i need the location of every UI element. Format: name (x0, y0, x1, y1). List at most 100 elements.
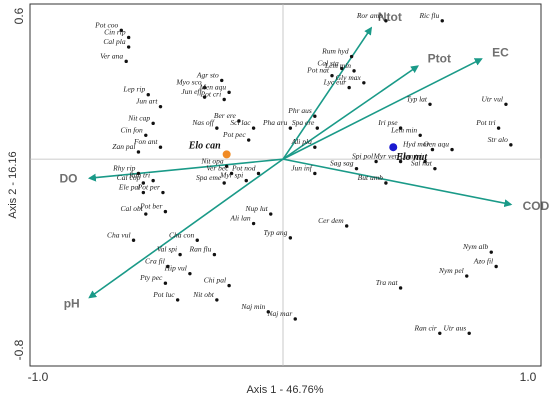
species-label-cha-con: Cha con (169, 230, 194, 239)
species-label-cal-cop: Cal cop (117, 173, 141, 182)
species-label-zan-pal: Zan pal (112, 142, 135, 151)
species-label-typ-ang: Typ ang (264, 228, 288, 237)
species-point-typ-ang (288, 236, 293, 240)
species-label-myr-ver: Myr ver (373, 152, 398, 161)
species-label-myr-spi: Myr spi (219, 171, 243, 180)
species-label-pty-pec: Pty pec (139, 273, 163, 282)
species-label-rum-hyd: Rum hyd (321, 47, 349, 56)
species-label-str-alo: Str alo (488, 135, 508, 144)
species-point-cin-fon (144, 133, 148, 137)
species-point-nas-off (215, 126, 219, 130)
species-point-nit-obt (215, 298, 219, 302)
species-point-myo-sco (202, 85, 207, 90)
species-point-ran-cir (438, 331, 442, 335)
species-label-pot-nat: Pot nat (306, 66, 330, 75)
species-label-typ-lat: Typ lat (407, 94, 428, 103)
species-point-azo-fil (494, 264, 498, 269)
vector-ptot-label: Ptot (428, 51, 451, 65)
species-point-lep-rip (146, 93, 150, 97)
vector-do-arrow (87, 158, 284, 182)
y-tick-label: -0.8 (12, 339, 26, 360)
vector-ptot-arrow (282, 65, 419, 160)
x-tick-label: -1.0 (28, 370, 49, 384)
species-point-lem-min (418, 133, 422, 137)
species-point-pot-pec (247, 138, 251, 142)
species-point-tra-nat (398, 286, 403, 290)
species-point-nup-lut (269, 212, 273, 216)
species-label-ror-amp: Ror amp (356, 11, 383, 20)
species-point-str-alo (509, 143, 513, 147)
species-label-naj-min: Naj min (240, 302, 265, 311)
species-label-cha-vul: Cha vul (107, 230, 131, 239)
species-label-pot-nod: Pot nod (231, 163, 256, 172)
species-point-nym-pel (465, 274, 469, 278)
species-label-ali-pla: Ali pla (291, 137, 312, 146)
species-point-myr-spi (244, 178, 248, 183)
species-label-ver-bec: Ver bec (206, 163, 229, 172)
species-label-jun-inf: Jun inf (291, 163, 313, 172)
species-point-ran-flu (212, 252, 217, 257)
species-point-sal-nat (433, 166, 437, 171)
axis-ticks: -1.0 1.0 0.6 -0.8 (12, 7, 536, 384)
species-label-sal-nat: Sal nat (411, 159, 433, 168)
species-point-nit-opa (224, 164, 229, 168)
species-label-val-spi: Val spi (157, 245, 177, 254)
species-point-ele-pal (141, 190, 146, 195)
species-point-pty-pec (163, 281, 168, 285)
species-label-cal-sta: Cal sta (317, 58, 339, 67)
species-label-pha-aru: Pha aru (262, 118, 288, 127)
species-point-typ-lat (428, 102, 432, 106)
species-point-cra-fil (166, 264, 170, 269)
species-point-naj-mar (293, 317, 297, 321)
species-label-lep-rip: Lep rip (122, 85, 145, 94)
species-label-sci-lac: Sci lac (230, 118, 251, 127)
species-label-gly-max: Gly max (336, 73, 362, 82)
species-point-men-aqu (227, 90, 231, 95)
species-point-pot-ber (163, 209, 168, 214)
species-point-pot-nod (256, 171, 261, 176)
species-label-agr-sto: Agr sto (196, 70, 219, 79)
species-point-pot-per (161, 190, 165, 195)
species-point-ver-ana (124, 59, 128, 64)
species-point-spi-pol (374, 159, 378, 164)
x-tick-label: 1.0 (520, 370, 537, 384)
species-point-sci-lac (251, 126, 256, 130)
species-point-ver-bec (229, 171, 234, 176)
species-point-cal-cop (141, 181, 146, 185)
site-label-elo-can: Elo can (188, 140, 221, 151)
species-point-jun-eff (202, 95, 207, 99)
species-point-lyc-eur (347, 85, 351, 90)
species-point-cha-con (195, 238, 199, 242)
species-label-cin-fon: Cin fon (121, 125, 144, 134)
species-point-cin-rip (126, 35, 131, 40)
species-label-men-aqu: Men aqu (199, 82, 227, 91)
species-point-cal-sta (340, 66, 344, 71)
species-point-pha-aru (288, 126, 293, 130)
species-point-oen-aqu (450, 147, 454, 152)
species-label-azo-fil: Azo fil (473, 257, 493, 266)
plot-area (29, 3, 542, 367)
vector-ph-arrow (88, 158, 284, 299)
species-point-spa-ere (315, 126, 319, 130)
species-label-ber-ere: Ber ere (214, 111, 237, 120)
species-point-rhy-rip (136, 171, 141, 176)
species-point-ric-flu (440, 19, 444, 23)
species-point-cal-obt (144, 212, 148, 216)
site-point-elo-nut (389, 143, 398, 152)
vector-ec-label: EC (492, 46, 509, 60)
species-point-ali-pla (313, 145, 317, 149)
species-label-ele-pal: Ele pal (118, 183, 140, 192)
species-label-naj-mar: Naj mar (266, 309, 292, 318)
species-point-but-umb (384, 181, 388, 185)
species-label-ali-lan: Ali lan (229, 214, 250, 223)
species-label-lyc-eur: Lyc eur (323, 78, 347, 87)
vector-ph-label: pH (64, 297, 80, 311)
species-label-pot-luc: Pot luc (152, 290, 175, 299)
species-label-cra-fil: Cra fil (145, 257, 165, 266)
species-label-myo-sco: Myo sco (175, 78, 201, 87)
species-point-pot-luc (175, 298, 180, 302)
species-point-utr-aus (467, 331, 471, 335)
vector-ec-arrow (282, 58, 483, 160)
